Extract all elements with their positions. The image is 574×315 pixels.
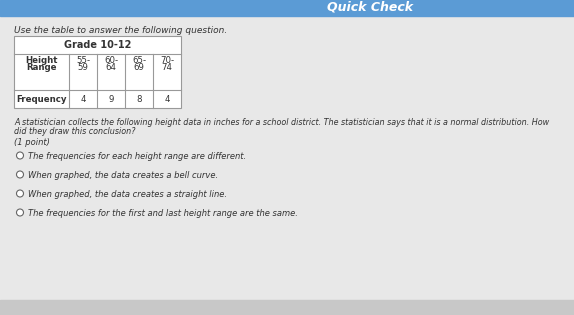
Bar [14,36,181,108]
Text: 4: 4 [80,94,86,104]
Text: 70-: 70- [160,56,174,65]
Text: (1 point): (1 point) [14,138,50,147]
Circle shape [17,152,24,159]
Text: did they draw this conclusion?: did they draw this conclusion? [14,127,135,136]
Text: The frequencies for each height range are different.: The frequencies for each height range ar… [28,152,246,161]
Text: 60-: 60- [104,56,118,65]
Text: Use the table to answer the following question.: Use the table to answer the following qu… [14,26,227,35]
Text: Quick Check: Quick Check [327,1,413,14]
Bar [0,300,574,315]
Text: Frequency: Frequency [16,94,67,104]
Bar [0,14,574,16]
Text: The frequencies for the first and last height range are the same.: The frequencies for the first and last h… [28,209,298,218]
Text: Grade 10-12: Grade 10-12 [64,40,131,50]
Circle shape [17,209,24,216]
Text: 59: 59 [77,63,88,72]
Bar [0,0,574,14]
Text: When graphed, the data creates a straight line.: When graphed, the data creates a straigh… [28,190,227,199]
Text: 74: 74 [161,63,173,72]
Text: 64: 64 [106,63,117,72]
Text: 8: 8 [136,94,142,104]
Text: 4: 4 [164,94,170,104]
Circle shape [17,171,24,178]
Text: 9: 9 [108,94,114,104]
Circle shape [17,190,24,197]
Text: 69: 69 [134,63,145,72]
Text: Height: Height [25,56,58,65]
Text: When graphed, the data creates a bell curve.: When graphed, the data creates a bell cu… [28,171,218,180]
Text: 55-: 55- [76,56,90,65]
Text: 65-: 65- [132,56,146,65]
Text: Range: Range [26,63,57,72]
Text: A statistician collects the following height data in inches for a school distric: A statistician collects the following he… [14,118,549,127]
